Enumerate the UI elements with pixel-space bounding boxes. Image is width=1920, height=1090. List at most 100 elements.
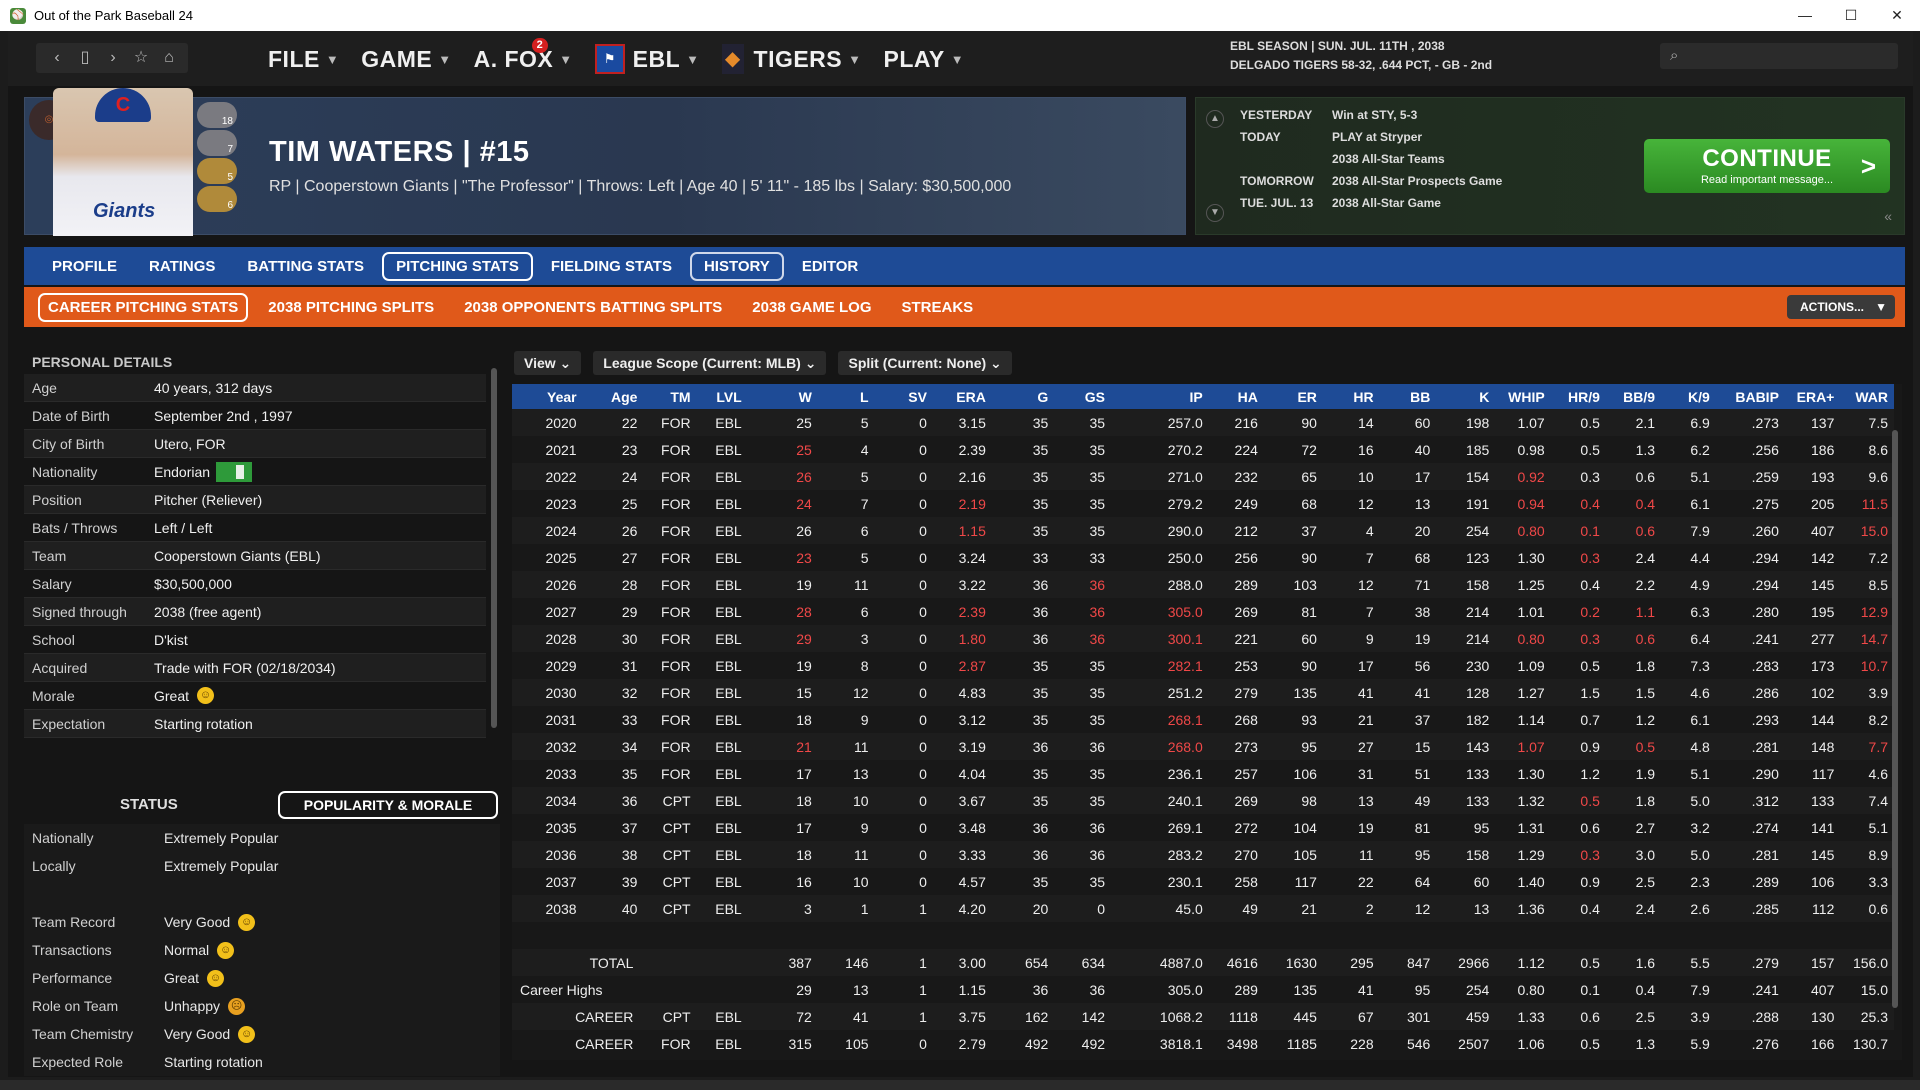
table-row[interactable]: 2031 33 FOR EBL 18 9 0 3.12 35 35 268.1 268 93 21 37 18… bbox=[512, 706, 1894, 733]
column-header[interactable]: TM bbox=[670, 388, 691, 405]
column-header[interactable]: WHIP bbox=[1508, 388, 1545, 405]
scrollbar-thumb[interactable] bbox=[491, 368, 497, 728]
menu-league[interactable]: EBL ▼ bbox=[633, 46, 700, 73]
schedule-event[interactable]: 2038 All-Star Game bbox=[1332, 196, 1441, 210]
minimize-button[interactable]: — bbox=[1798, 7, 1812, 23]
table-row[interactable]: 2021 23 FOR EBL 25 4 0 2.39 35 35 270.2 224 72 16 40 18… bbox=[512, 436, 1894, 463]
column-header[interactable]: K bbox=[1479, 388, 1490, 405]
scrollbar-thumb[interactable] bbox=[1892, 430, 1898, 1008]
table-row[interactable]: 2024 26 FOR EBL 26 6 0 1.15 35 35 290.0 212 37 4 20 254… bbox=[512, 517, 1894, 544]
table-row[interactable]: 2036 38 CPT EBL 18 11 0 3.33 36 36 283.2 270 105 11 95… bbox=[512, 841, 1894, 868]
table-cell: 17 bbox=[1358, 657, 1374, 674]
table-cell: 0 bbox=[919, 846, 927, 863]
column-header[interactable]: HA bbox=[1237, 388, 1258, 405]
tab-batting-stats[interactable]: BATTING STATS bbox=[247, 257, 365, 275]
table-cell: 10 bbox=[1358, 468, 1374, 485]
collapse-icon[interactable]: « bbox=[1884, 208, 1892, 224]
scope-dropdown[interactable]: League Scope (Current: MLB) ⌄ bbox=[593, 351, 827, 375]
table-scrollbar[interactable] bbox=[1890, 416, 1900, 1026]
schedule-event[interactable]: 2038 All-Star Prospects Game bbox=[1332, 174, 1503, 188]
tab-history[interactable]: HISTORY bbox=[689, 251, 784, 281]
menu-manager[interactable]: A. FOX 2 ▼ bbox=[474, 37, 573, 73]
table-row[interactable]: 2038 40 CPT EBL 3 1 1 4.20 20 0 45.0 49 21 2 12 13 1.36 0… bbox=[512, 895, 1894, 922]
table-row[interactable]: 2030 32 FOR EBL 15 12 0 4.83 35 35 251.2 279 135 41 41… bbox=[512, 679, 1894, 706]
schedule-event[interactable]: Win at STY, 5-3 bbox=[1332, 108, 1418, 122]
table-row[interactable]: 2037 39 CPT EBL 16 10 0 4.57 35 35 230.1 258 117 22 64… bbox=[512, 868, 1894, 895]
forward-arrow-icon[interactable]: › bbox=[110, 49, 116, 66]
table-cell: EBL bbox=[715, 522, 742, 539]
subtab-pitching-splits[interactable]: 2038 PITCHING SPLITS bbox=[268, 298, 435, 316]
tab-fielding-stats[interactable]: FIELDING STATS bbox=[550, 257, 672, 275]
table-row[interactable]: 2029 31 FOR EBL 19 8 0 2.87 35 35 282.1 253 90 17 56 23… bbox=[512, 652, 1894, 679]
ebl-logo-icon: ⚑ bbox=[594, 44, 625, 74]
page-icon[interactable]: ▯ bbox=[80, 49, 90, 66]
subtab-game-log[interactable]: 2038 GAME LOG bbox=[752, 298, 872, 316]
table-row[interactable]: 2028 30 FOR EBL 29 3 0 1.80 36 36 300.1 221 60 9 19 214… bbox=[512, 625, 1894, 652]
column-header[interactable]: WAR bbox=[1855, 388, 1888, 405]
tab-pitching-stats[interactable]: PITCHING STATS bbox=[382, 251, 533, 281]
split-dropdown[interactable]: Split (Current: None) ⌄ bbox=[838, 351, 1012, 375]
home-icon[interactable]: ⌂ bbox=[164, 49, 174, 66]
star-icon[interactable]: ☆ bbox=[133, 49, 149, 66]
column-header[interactable]: HR/9 bbox=[1567, 388, 1600, 405]
column-header[interactable]: Year bbox=[547, 388, 577, 405]
column-header[interactable]: BB/9 bbox=[1623, 388, 1656, 405]
close-button[interactable]: ✕ bbox=[1891, 7, 1903, 23]
menu-game[interactable]: GAME ▼ bbox=[361, 46, 451, 73]
actions-button[interactable]: ACTIONS... ▼ bbox=[1787, 295, 1895, 319]
table-cell: 7.9 bbox=[1690, 522, 1710, 539]
column-header[interactable]: W bbox=[798, 388, 812, 405]
column-header[interactable]: ERA bbox=[956, 388, 986, 405]
schedule-event[interactable]: PLAY at Stryper bbox=[1332, 130, 1423, 144]
column-header[interactable]: Age bbox=[610, 388, 638, 405]
table-row[interactable]: 2026 28 FOR EBL 19 11 0 3.22 36 36 288.0 289 103 12 71… bbox=[512, 571, 1894, 598]
table-row[interactable]: 2023 25 FOR EBL 24 7 0 2.19 35 35 279.2 249 68 12 13 19… bbox=[512, 490, 1894, 517]
menu-file[interactable]: FILE ▼ bbox=[268, 46, 339, 73]
table-row[interactable]: 2022 24 FOR EBL 26 5 0 2.16 35 35 271.0 232 65 10 17 15… bbox=[512, 463, 1894, 490]
spacer-row bbox=[512, 922, 1894, 949]
column-header[interactable]: K/9 bbox=[1688, 388, 1710, 405]
table-row[interactable]: 2032 34 FOR EBL 21 11 0 3.19 36 36 268.0 273 95 27 15 1… bbox=[512, 733, 1894, 760]
column-header[interactable]: ERA+ bbox=[1796, 388, 1835, 405]
tab-popularity-morale[interactable]: POPULARITY & MORALE bbox=[278, 791, 498, 819]
subtab-streaks[interactable]: STREAKS bbox=[901, 298, 974, 316]
table-row[interactable]: 2034 36 CPT EBL 18 10 0 3.67 35 35 240.1 269 98 13 49 1… bbox=[512, 787, 1894, 814]
menu-play[interactable]: PLAY ▼ bbox=[884, 46, 965, 73]
column-header[interactable]: SV bbox=[908, 388, 927, 405]
chevron-down-icon[interactable]: ▼ bbox=[1206, 204, 1224, 222]
menu-team[interactable]: TIGERS ▼ bbox=[754, 46, 862, 73]
column-header[interactable]: BABIP bbox=[1735, 388, 1779, 405]
table-row[interactable]: 2035 37 CPT EBL 17 9 0 3.48 36 36 269.1 272 104 19 81 9… bbox=[512, 814, 1894, 841]
table-row[interactable]: 2027 29 FOR EBL 28 6 0 2.39 36 36 305.0 269 81 7 38 214… bbox=[512, 598, 1894, 625]
column-header[interactable]: G bbox=[1037, 388, 1049, 405]
tab-editor[interactable]: EDITOR bbox=[801, 257, 859, 275]
flag-icon bbox=[216, 461, 253, 482]
subtab-opponents-splits[interactable]: 2038 OPPONENTS BATTING SPLITS bbox=[464, 298, 723, 316]
tab-status[interactable]: STATUS bbox=[120, 796, 178, 813]
column-header[interactable]: ER bbox=[1297, 388, 1317, 405]
chevron-up-icon[interactable]: ▲ bbox=[1206, 110, 1224, 128]
column-header[interactable]: GS bbox=[1084, 388, 1106, 405]
tab-ratings[interactable]: RATINGS bbox=[149, 257, 216, 275]
subtab-career-pitching[interactable]: CAREER PITCHING STATS bbox=[38, 292, 249, 322]
notification-badge: 2 bbox=[531, 37, 549, 53]
table-row[interactable]: 2033 35 FOR EBL 17 13 0 4.04 35 35 236.1 257 106 31 51… bbox=[512, 760, 1894, 787]
column-header[interactable]: LVL bbox=[716, 388, 742, 405]
personal-scrollbar[interactable] bbox=[490, 358, 498, 740]
table-row[interactable]: 2020 22 FOR EBL 25 5 0 3.15 35 35 257.0 216 90 14 60 19… bbox=[512, 409, 1894, 436]
continue-button[interactable]: CONTINUE Read important message... > bbox=[1644, 139, 1890, 193]
table-cell: 0 bbox=[919, 576, 927, 593]
maximize-button[interactable]: ☐ bbox=[1844, 7, 1858, 23]
view-dropdown[interactable]: View ⌄ bbox=[514, 351, 582, 375]
table-cell: 2035 bbox=[545, 819, 577, 836]
column-header[interactable]: IP bbox=[1189, 388, 1203, 405]
table-cell: 2.5 bbox=[1635, 873, 1656, 890]
column-header[interactable]: HR bbox=[1353, 388, 1374, 405]
search-input[interactable]: ⌕ bbox=[1660, 43, 1898, 69]
table-row[interactable]: 2025 27 FOR EBL 23 5 0 3.24 33 33 250.0 256 90 7 68 123… bbox=[512, 544, 1894, 571]
column-header[interactable]: L bbox=[859, 388, 869, 405]
back-arrow-icon[interactable]: ‹ bbox=[54, 49, 60, 66]
tab-profile[interactable]: PROFILE bbox=[52, 257, 118, 275]
schedule-event[interactable]: 2038 All-Star Teams bbox=[1332, 152, 1445, 166]
column-header[interactable]: BB bbox=[1410, 388, 1431, 405]
